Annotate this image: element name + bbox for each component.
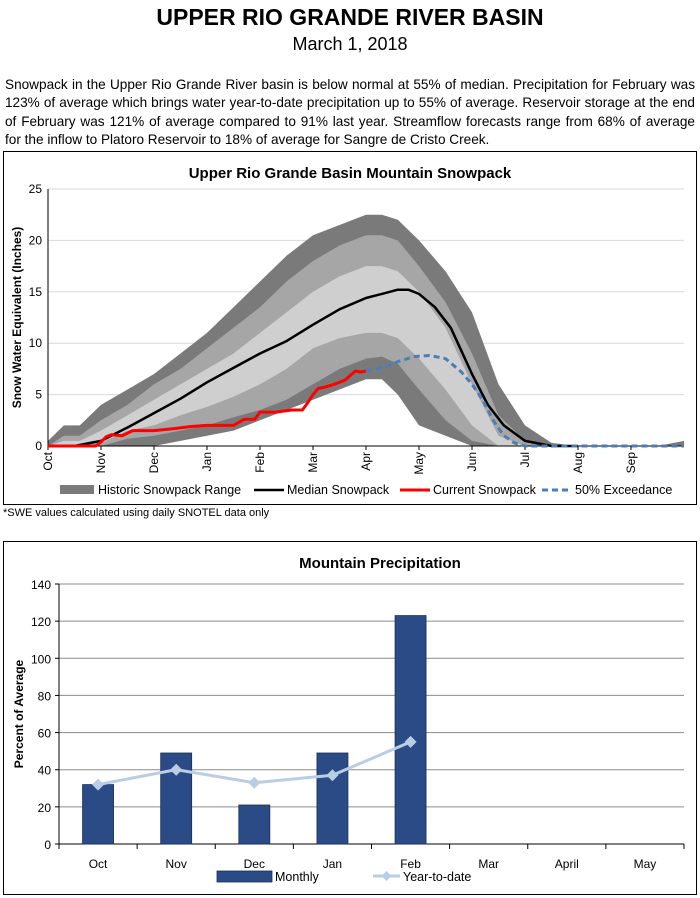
snowpack-x-tick-label: Feb [253,452,267,473]
snowpack-x-tick-label: Dec [147,452,161,473]
snowpack-x-tick-label: Nov [94,452,108,473]
snowpack-x-tick-label: Aug [571,452,585,473]
historic-range-band-inner [48,266,684,446]
snowpack-y-axis-label: Snow Water Equivalent (Inches) [10,227,24,409]
legend-median-label: Median Snowpack [287,483,390,497]
snowpack-y-tick-label: 20 [29,233,43,247]
snowpack-x-tick-label: Jan [200,452,214,471]
precip-y-tick-label: 100 [31,652,51,666]
year-to-date-marker [92,778,105,791]
snowpack-x-tick-label: Apr [359,452,373,471]
snowpack-y-tick-label: 15 [29,285,43,299]
monthly-bar [394,615,427,845]
precip-x-tick-label: Nov [166,857,187,871]
legend-current-label: Current Snowpack [433,483,537,497]
precip-x-tick-label: Mar [478,857,499,871]
snowpack-y-tick-label: 0 [35,439,42,453]
snowpack-x-tick-label: Jun [465,452,479,471]
legend-historic-range-swatch [60,485,94,494]
monthly-bar [238,804,271,845]
snowpack-y-tick-label: 25 [29,182,43,196]
current-snowpack-line [48,369,367,448]
precip-x-tick-label: Oct [89,857,108,871]
precip-x-tick-label: May [634,857,657,871]
snowpack-x-tick-label: Mar [306,452,320,473]
precip-y-tick-label: 20 [38,801,52,815]
precip-y-tick-label: 0 [44,838,51,852]
legend-exceedance-label: 50% Exceedance [575,483,672,497]
year-to-date-marker [326,769,339,782]
precip-x-tick-label: April [555,857,579,871]
precip-y-tick-label: 80 [38,689,52,703]
precipitation-chart-panel: Mountain Precipitation 0 20 40 60 80 100 120 140… [3,541,697,895]
snowpack-x-tick-label: Sep [624,452,638,474]
year-to-date-marker [248,776,261,789]
precip-y-tick-label: 60 [38,727,52,741]
monthly-bar [316,752,349,845]
precip-y-tick-label: 140 [31,578,51,592]
legend-ytd-label: Year-to-date [403,870,471,884]
precip-x-tick-label: Jan [323,857,342,871]
page-title: UPPER RIO GRANDE RIVER BASIN [156,4,544,30]
year-to-date-marker [170,763,183,776]
year-to-date-marker [404,735,417,748]
swe-footnote: *SWE values calculated using daily SNOTE… [3,507,270,519]
snowpack-x-tick-label: Oct [41,451,55,470]
precipitation-chart-title: Mountain Precipitation [299,555,461,572]
precip-x-tick-label: Dec [244,857,265,871]
legend-monthly-swatch [216,870,273,883]
precip-y-tick-label: 120 [31,615,51,629]
legend-ytd-marker [381,871,392,881]
snowpack-x-tick-label: Jul [518,452,532,467]
precip-x-tick-label: Feb [400,857,421,871]
monthly-bar [82,784,114,845]
monthly-bar [160,752,193,845]
snowpack-chart: Upper Rio Grande Basin Mountain Snowpack… [10,165,684,497]
snowpack-y-tick-label: 10 [29,336,43,350]
median-snowpack-line [48,288,578,448]
exceedance-line [365,354,684,448]
legend-historic-range-label: Historic Snowpack Range [98,483,241,497]
snowpack-y-tick-label: 5 [35,388,42,402]
snowpack-chart-panel: Upper Rio Grande Basin Mountain Snowpack… [3,151,697,505]
legend-monthly-label: Monthly [275,870,320,884]
precipitation-chart: Mountain Precipitation 0 20 40 60 80 100 120 140… [12,555,685,884]
precip-y-axis-label: Percent of Average [12,659,26,768]
snowpack-x-tick-label: May [412,452,426,475]
snowpack-chart-title: Upper Rio Grande Basin Mountain Snowpack [189,165,512,182]
report-date: March 1, 2018 [292,34,408,54]
basin-summary: Snowpack in the Upper Rio Grande River b… [5,77,695,147]
precip-y-tick-label: 40 [38,764,52,778]
